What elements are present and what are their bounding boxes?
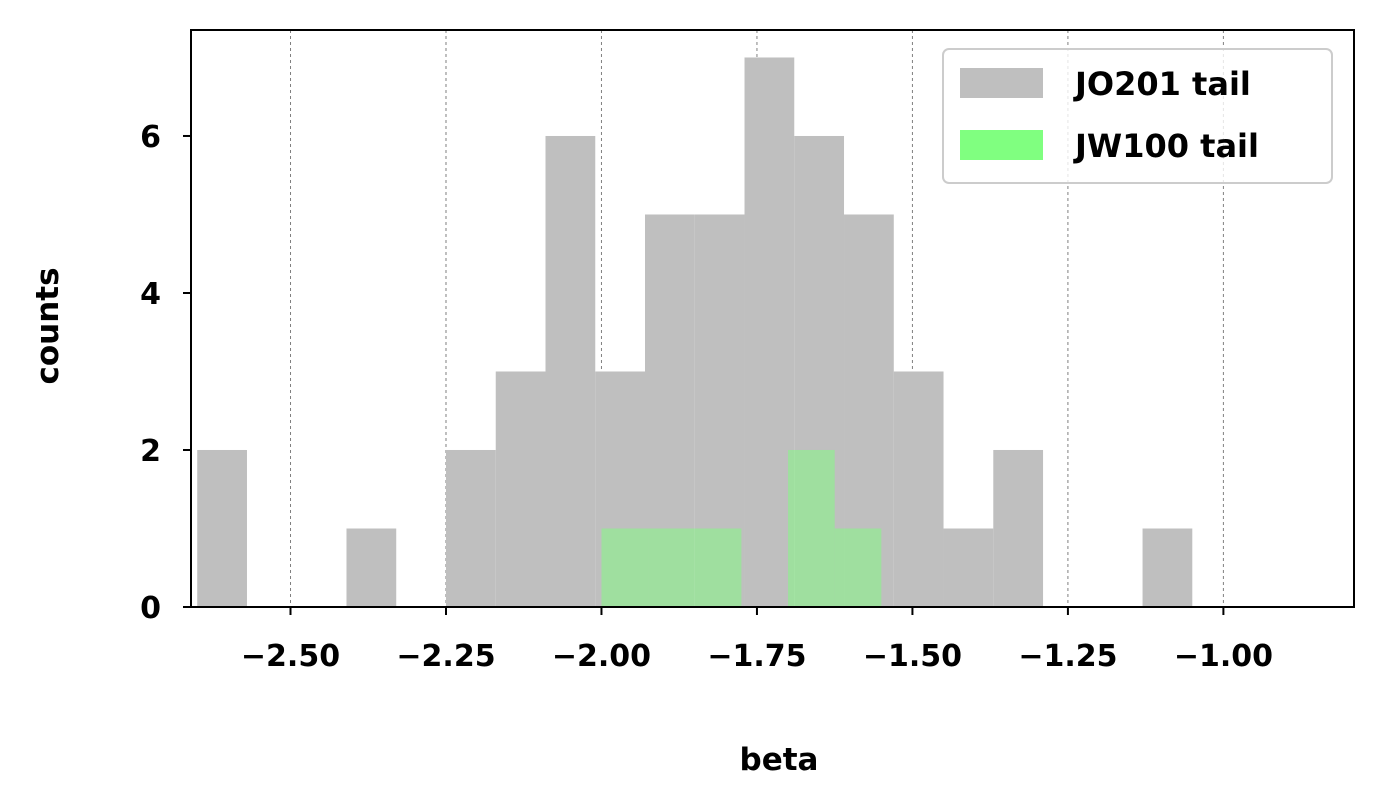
bar-series-0-bin-11 bbox=[744, 57, 795, 607]
y-tick-label-1: 2 bbox=[140, 434, 161, 469]
y-tick-label-0: 0 bbox=[140, 591, 161, 626]
x-tick-label-1: −2.25 bbox=[396, 639, 495, 674]
legend: JO201 tail JW100 tail bbox=[942, 48, 1333, 184]
x-tick-label-2: −2.00 bbox=[552, 639, 651, 674]
bar-series-0-bin-19 bbox=[1142, 528, 1193, 607]
bar-series-0-bin-5 bbox=[445, 449, 496, 607]
bar-series-0-bin-14 bbox=[893, 371, 944, 607]
bar-series-1-bin-5 bbox=[834, 528, 882, 607]
legend-label-0: JO201 tail bbox=[1073, 65, 1251, 103]
x-tick-label-6: −1.00 bbox=[1174, 639, 1273, 674]
bar-series-0-bin-6 bbox=[495, 371, 546, 607]
bar-series-0-bin-0 bbox=[197, 449, 247, 607]
bar-series-0-bin-15 bbox=[943, 528, 994, 607]
x-tick-label-5: −1.25 bbox=[1018, 639, 1117, 674]
x-tick-label-3: −1.75 bbox=[707, 639, 806, 674]
x-axis-label: beta bbox=[740, 742, 819, 778]
x-tick-label-0: −2.50 bbox=[241, 639, 340, 674]
bar-series-1-bin-2 bbox=[694, 528, 742, 607]
bar-series-1-bin-4 bbox=[788, 449, 835, 607]
legend-label-1: JW100 tail bbox=[1073, 127, 1259, 165]
bar-series-0-bin-3 bbox=[346, 528, 397, 607]
x-tick-label-4: −1.50 bbox=[863, 639, 962, 674]
bar-series-0-bin-16 bbox=[993, 449, 1044, 607]
bar-series-1-bin-0 bbox=[601, 528, 649, 607]
legend-swatch-1 bbox=[960, 130, 1043, 160]
plot-frame bbox=[190, 29, 1355, 608]
axis-ticks: −2.50 −2.25 −2.00 −1.75 −1.50 −1.25 −1.00 0 2 4 6 bbox=[140, 120, 1273, 674]
bar-series-1-bin-1 bbox=[648, 528, 695, 607]
legend-swatch-0 bbox=[960, 68, 1043, 98]
histogram-bars bbox=[197, 57, 1193, 608]
bar-series-0-bin-7 bbox=[545, 135, 596, 607]
y-tick-label-2: 4 bbox=[140, 277, 161, 312]
y-tick-label-3: 6 bbox=[140, 120, 161, 155]
y-axis-label: counts bbox=[30, 267, 66, 384]
